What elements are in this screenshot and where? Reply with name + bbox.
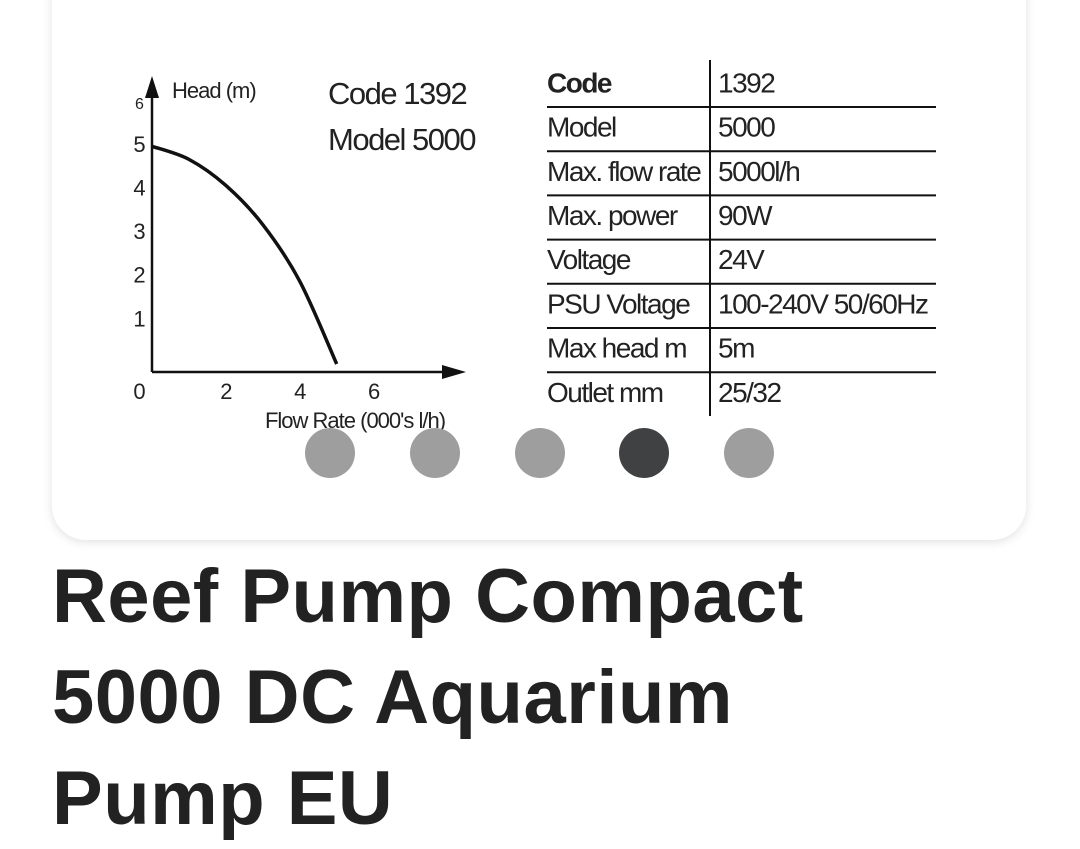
y-tick-label: 5 bbox=[133, 132, 145, 157]
table-cell: Model bbox=[547, 112, 616, 143]
x-axis-label: Flow Rate (000's l/h) bbox=[265, 408, 445, 433]
carousel-dots bbox=[305, 428, 774, 478]
y-axis-label: Head (m) bbox=[172, 78, 256, 103]
product-title: Reef Pump Compact 5000 DC Aquarium Pump … bbox=[52, 554, 804, 841]
y-tick-label: 2 bbox=[133, 263, 145, 288]
table-cell: Voltage bbox=[547, 244, 631, 275]
y-tick-label: 6 bbox=[135, 96, 144, 113]
x-axis-arrow bbox=[442, 365, 466, 379]
carousel-dot-active[interactable] bbox=[619, 428, 669, 478]
table-cell: Outlet mm bbox=[547, 377, 663, 408]
carousel-dot[interactable] bbox=[305, 428, 355, 478]
table-cell: PSU Voltage bbox=[547, 288, 690, 319]
table-cell: Max head m bbox=[547, 333, 686, 364]
annotation: Code 1392 bbox=[328, 76, 466, 111]
table-cell: Max. power bbox=[547, 200, 678, 231]
y-axis-arrow bbox=[145, 76, 159, 98]
y-tick-label: 3 bbox=[133, 219, 145, 244]
table-cell: Code bbox=[547, 67, 612, 98]
carousel-dot[interactable] bbox=[515, 428, 565, 478]
product-image: Head (m) Flow Rate (000's l/h) Code 1392… bbox=[133, 60, 936, 478]
table-cell: 5m bbox=[718, 333, 754, 364]
table-cell: 25/32 bbox=[718, 377, 781, 408]
y-tick-label: 1 bbox=[133, 306, 145, 331]
carousel-dot[interactable] bbox=[724, 428, 774, 478]
table-cell: 5000 bbox=[718, 112, 775, 143]
carousel-dot[interactable] bbox=[410, 428, 460, 478]
y-tick-label: 4 bbox=[133, 176, 145, 201]
annotation: Model 5000 bbox=[328, 122, 476, 157]
x-tick-label: 0 bbox=[133, 379, 145, 404]
table-cell: Max. flow rate bbox=[547, 156, 701, 187]
table-cell: 1392 bbox=[718, 67, 775, 98]
x-tick-label: 6 bbox=[368, 379, 380, 404]
table-cell: 90W bbox=[718, 200, 773, 231]
table-cell: 100-240V 50/60Hz bbox=[718, 288, 928, 319]
pump-curve bbox=[151, 144, 339, 365]
x-tick-label: 4 bbox=[294, 379, 306, 404]
table-cell: 5000l/h bbox=[718, 156, 799, 187]
table-cell: 24V bbox=[718, 244, 765, 275]
x-tick-label: 2 bbox=[220, 379, 232, 404]
